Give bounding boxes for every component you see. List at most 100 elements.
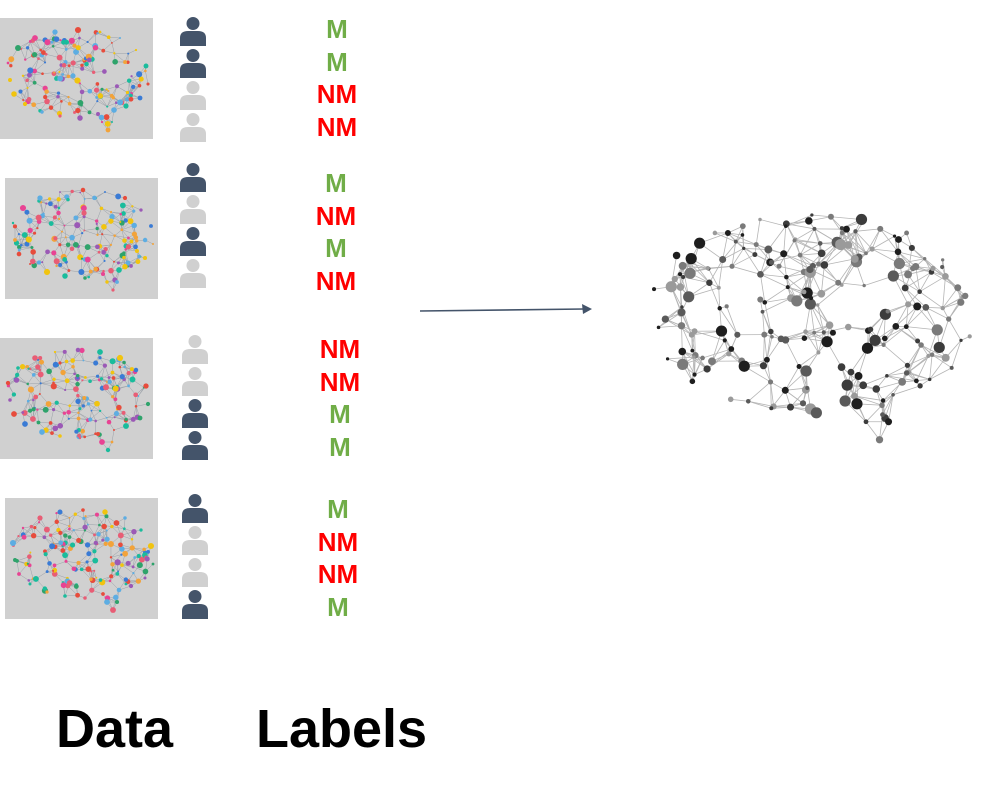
network-edge xyxy=(18,573,29,581)
network-edge xyxy=(785,339,800,367)
network-node xyxy=(118,542,123,548)
network-node xyxy=(73,215,79,221)
network-node xyxy=(803,329,808,335)
network-node xyxy=(99,377,104,381)
network-node xyxy=(15,45,21,51)
network-edge xyxy=(871,228,881,250)
network-node xyxy=(111,395,115,399)
network-node xyxy=(60,100,63,103)
network-node xyxy=(55,512,58,515)
network-node xyxy=(959,338,963,343)
network-edge xyxy=(771,262,787,278)
network-node xyxy=(734,331,741,338)
network-node xyxy=(123,60,128,64)
network-node xyxy=(9,539,17,547)
network-node xyxy=(715,325,728,337)
person-icon xyxy=(177,226,209,256)
network-node xyxy=(39,48,43,52)
network-node xyxy=(54,519,59,524)
network-edge xyxy=(57,96,70,104)
network-node xyxy=(77,99,84,106)
network-edge xyxy=(54,217,65,226)
network-node xyxy=(95,96,99,99)
network-node xyxy=(32,80,37,85)
network-node xyxy=(810,213,814,217)
network-edge xyxy=(81,569,92,580)
network-edge xyxy=(20,41,31,49)
network-edge xyxy=(748,400,772,409)
network-node xyxy=(45,570,49,574)
network-node xyxy=(142,547,146,552)
network-node xyxy=(94,400,100,407)
network-node xyxy=(37,521,41,524)
network-edge xyxy=(888,394,894,422)
network-node xyxy=(133,392,139,398)
network-edge xyxy=(90,271,104,275)
network-node xyxy=(104,599,110,605)
network-edge xyxy=(89,101,98,113)
network-node xyxy=(87,110,92,115)
network-edge xyxy=(93,570,97,578)
network-edge xyxy=(101,372,113,380)
network-edge xyxy=(16,560,20,575)
network-edge xyxy=(929,367,952,380)
network-node xyxy=(89,577,93,581)
network-edge xyxy=(19,247,32,251)
brain-network-icon xyxy=(5,347,151,453)
network-edge xyxy=(101,89,112,97)
network-edge xyxy=(786,223,815,230)
network-node xyxy=(68,516,71,519)
network-node xyxy=(119,220,122,223)
network-node xyxy=(43,552,48,557)
network-node xyxy=(768,328,774,335)
network-node xyxy=(66,197,70,202)
network-node xyxy=(39,382,42,385)
network-edge xyxy=(131,76,140,86)
network-node xyxy=(85,560,89,564)
network-edge xyxy=(855,231,873,250)
network-node xyxy=(70,542,76,548)
network-edge xyxy=(53,409,65,414)
network-node xyxy=(43,61,47,64)
network-node xyxy=(879,402,885,409)
network-node xyxy=(53,236,58,241)
network-node xyxy=(24,58,27,61)
network-edge xyxy=(22,75,28,89)
network-edge xyxy=(58,212,65,226)
network-node xyxy=(93,266,98,272)
arrow-right-icon xyxy=(419,304,592,314)
network-node xyxy=(76,537,82,544)
network-edge xyxy=(814,228,821,244)
network-node xyxy=(116,267,122,273)
network-edge xyxy=(731,248,745,267)
network-edge xyxy=(818,332,825,353)
network-node xyxy=(109,574,114,579)
network-node xyxy=(44,89,49,94)
network-node xyxy=(13,238,17,242)
network-node xyxy=(841,379,853,391)
network-node xyxy=(797,252,803,258)
network-edge xyxy=(785,220,809,227)
network-node xyxy=(81,379,84,382)
network-node xyxy=(145,401,151,407)
network-node xyxy=(16,251,22,257)
network-node xyxy=(31,407,36,412)
network-node xyxy=(40,50,46,55)
network-node xyxy=(112,385,119,392)
network-node xyxy=(66,74,71,79)
network-node xyxy=(79,567,84,572)
label-text: M xyxy=(329,431,351,462)
network-edge xyxy=(121,564,134,568)
network-edge xyxy=(929,357,946,380)
network-node xyxy=(8,78,12,82)
network-edge xyxy=(80,192,85,200)
network-node xyxy=(127,384,130,388)
network-edge xyxy=(84,530,95,536)
network-edge xyxy=(799,228,815,256)
brain-data-tile xyxy=(5,178,158,299)
label-text: NM xyxy=(315,200,357,231)
person-icon xyxy=(179,493,211,523)
network-edge xyxy=(907,355,929,366)
network-node xyxy=(125,244,132,250)
network-edge xyxy=(766,336,773,360)
